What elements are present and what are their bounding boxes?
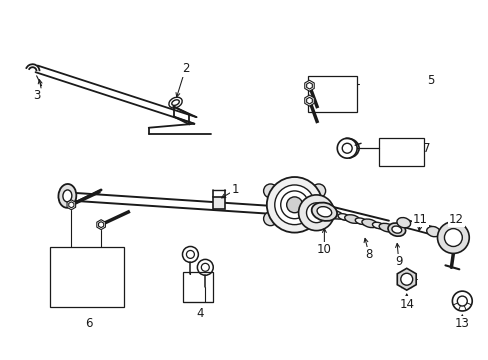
- Circle shape: [400, 273, 412, 285]
- Polygon shape: [67, 200, 76, 210]
- Polygon shape: [304, 95, 314, 106]
- Polygon shape: [97, 220, 105, 230]
- Circle shape: [298, 195, 334, 231]
- Text: 14: 14: [398, 297, 413, 311]
- Ellipse shape: [58, 184, 76, 208]
- Bar: [307, 76, 356, 112]
- Circle shape: [306, 203, 325, 223]
- Text: 11: 11: [412, 213, 427, 226]
- Ellipse shape: [311, 203, 336, 221]
- Text: 7: 7: [422, 142, 429, 155]
- Ellipse shape: [361, 219, 377, 228]
- Ellipse shape: [372, 222, 384, 229]
- Ellipse shape: [378, 223, 394, 232]
- Ellipse shape: [396, 217, 410, 228]
- Text: 3: 3: [33, 89, 40, 102]
- Ellipse shape: [426, 226, 440, 237]
- Text: 5: 5: [426, 74, 433, 87]
- Ellipse shape: [337, 213, 349, 220]
- Polygon shape: [99, 222, 103, 228]
- Polygon shape: [306, 82, 312, 89]
- Ellipse shape: [391, 226, 401, 233]
- Bar: [213, 197, 224, 209]
- Polygon shape: [306, 97, 312, 104]
- Text: 6: 6: [85, 318, 93, 330]
- Circle shape: [311, 212, 325, 226]
- Text: 1: 1: [231, 184, 238, 197]
- Text: 13: 13: [454, 318, 469, 330]
- Ellipse shape: [387, 223, 405, 236]
- Ellipse shape: [344, 215, 360, 223]
- Polygon shape: [69, 202, 74, 208]
- Polygon shape: [396, 268, 415, 290]
- Polygon shape: [304, 80, 314, 91]
- Bar: [378, 138, 423, 166]
- Circle shape: [266, 177, 322, 233]
- Ellipse shape: [316, 207, 331, 217]
- Text: 10: 10: [316, 243, 331, 256]
- Ellipse shape: [63, 190, 72, 202]
- Circle shape: [444, 229, 461, 247]
- Text: 12: 12: [448, 213, 463, 226]
- Bar: [49, 247, 123, 307]
- Circle shape: [311, 184, 325, 198]
- Text: 4: 4: [196, 307, 203, 320]
- Circle shape: [263, 212, 277, 226]
- Circle shape: [286, 197, 302, 213]
- Circle shape: [263, 184, 277, 198]
- Ellipse shape: [355, 218, 366, 224]
- Circle shape: [437, 222, 468, 253]
- Text: 2: 2: [182, 62, 189, 75]
- Text: 8: 8: [365, 248, 372, 261]
- Text: 9: 9: [394, 255, 402, 268]
- Bar: [183, 272, 213, 302]
- Ellipse shape: [327, 211, 343, 219]
- Circle shape: [274, 185, 314, 225]
